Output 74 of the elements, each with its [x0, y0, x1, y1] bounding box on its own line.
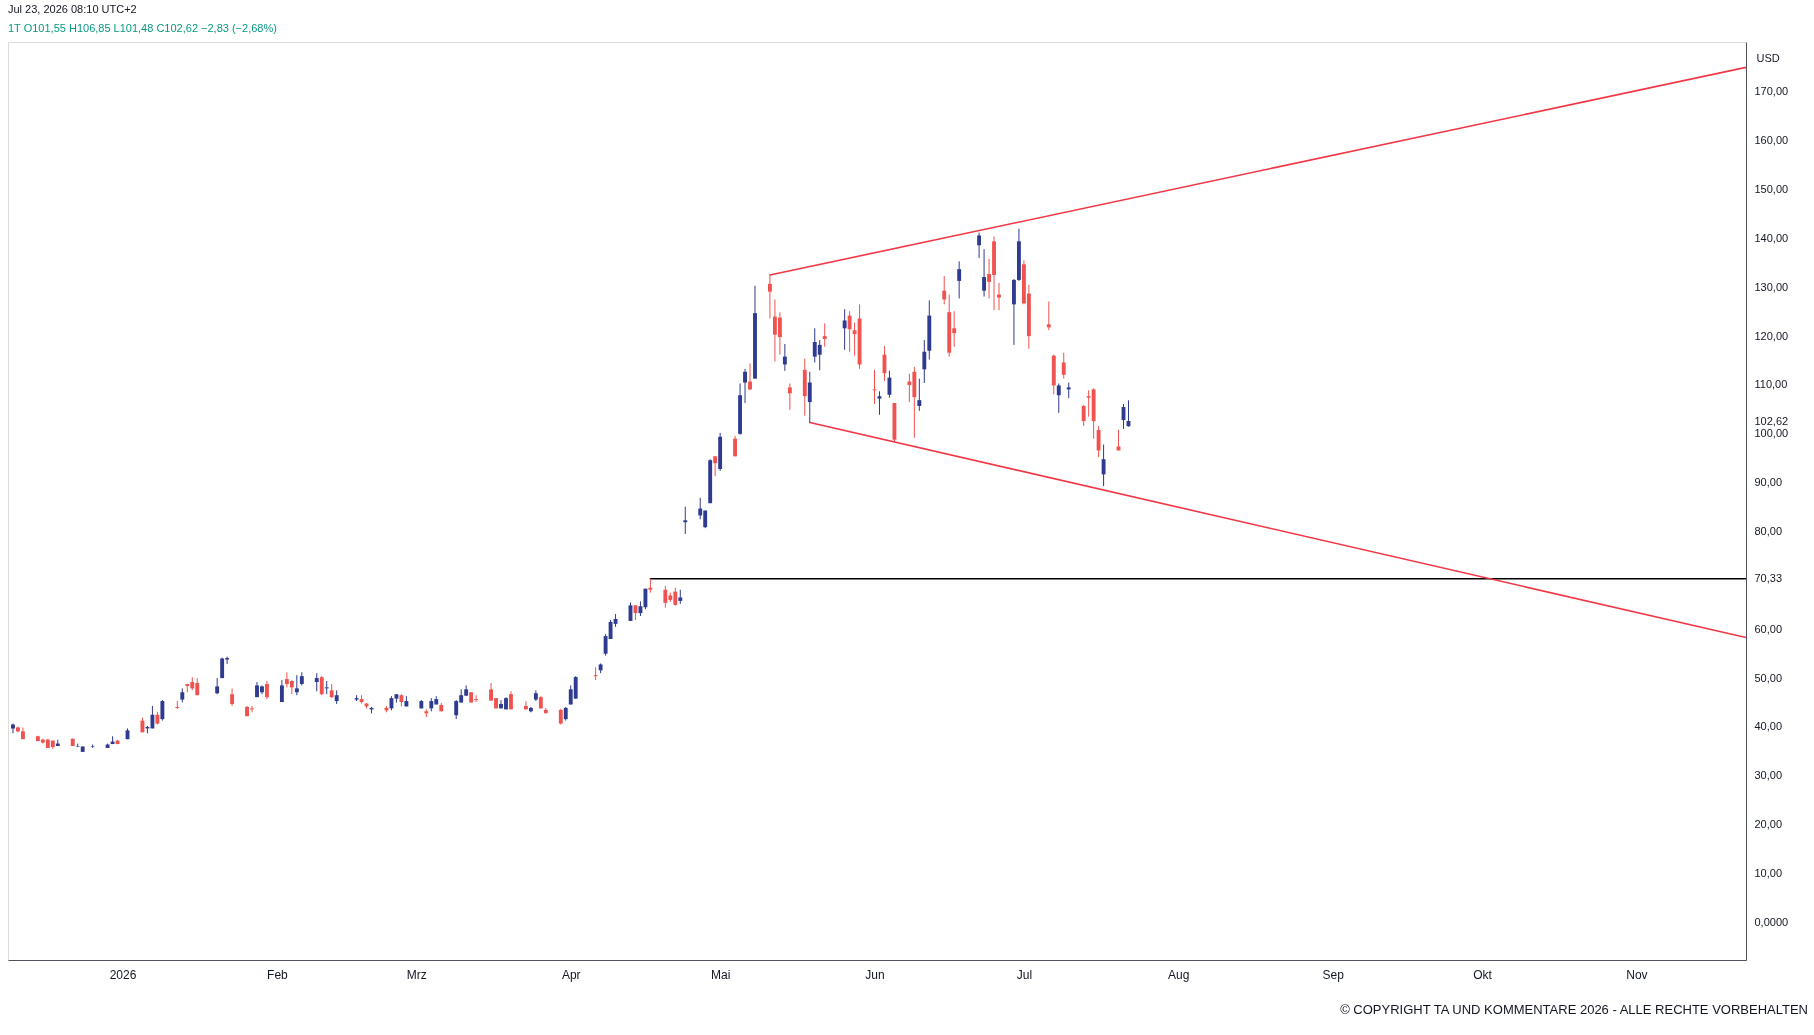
candlestick — [1101, 444, 1106, 487]
y-tick-label: 80,00 — [1754, 525, 1783, 538]
candlestick — [842, 308, 847, 351]
candlestick — [593, 666, 598, 681]
text: © COPYRIGHT TA UND KOMMENTARE 2026 - ALLE RECHTE VORBEHALTEN — [1340, 1002, 1808, 1017]
y-tick-label: 120,00 — [1754, 329, 1789, 342]
candlestick — [294, 674, 299, 696]
candlestick — [265, 680, 269, 700]
chart-subtitle: 1T O101,55 H106,85 L101,48 C102,62 −2,83 (−2,68%) — [8, 22, 277, 34]
x-tick-label: 2026 — [109, 967, 137, 982]
candlestick — [877, 390, 882, 416]
candlestick — [573, 675, 578, 700]
x-tick-label: Apr — [561, 967, 581, 982]
candlestick — [822, 322, 827, 348]
y-tick-label: 100,00 — [1754, 427, 1789, 440]
candlestick — [748, 362, 752, 391]
y-tick-label: 10,00 — [1754, 867, 1783, 880]
y-axis-title: USD — [1756, 51, 1780, 64]
candlestick — [977, 232, 982, 259]
x-tick-label: Okt — [1473, 967, 1493, 982]
candlestick — [997, 282, 1001, 311]
candlestick — [922, 339, 927, 384]
y-tick-label: 30,00 — [1754, 769, 1783, 782]
x-tick-label: Mrz — [406, 967, 427, 982]
candlestick — [160, 699, 165, 722]
y-tick-label: 40,00 — [1754, 720, 1783, 733]
candlestick — [817, 339, 822, 371]
candlestick — [907, 373, 912, 403]
x-tick-label: Aug — [1168, 967, 1190, 982]
y-tick-label: 0,0000 — [1754, 915, 1789, 928]
y-tick-label: 170,00 — [1754, 85, 1789, 98]
candlestick — [807, 371, 812, 424]
candlestick — [767, 274, 772, 320]
x-tick-label: Nov — [1626, 967, 1648, 982]
y-tick-label: 102,62 — [1754, 414, 1789, 427]
x-tick-label: Jul — [1016, 967, 1033, 982]
candlestick — [1046, 300, 1051, 331]
candlestick — [1081, 404, 1086, 427]
candlestick — [777, 311, 782, 356]
y-tick-label: 50,00 — [1754, 671, 1783, 684]
y-tick-label: 60,00 — [1754, 622, 1783, 635]
y-tick-label: 130,00 — [1754, 280, 1789, 293]
x-tick-label: Mai — [710, 967, 731, 982]
candlestick — [787, 383, 792, 411]
y-tick-label: 90,00 — [1754, 476, 1783, 489]
candlestick — [1056, 383, 1061, 414]
y-tick-label: 140,00 — [1754, 231, 1789, 244]
candlestick — [847, 310, 852, 353]
candlestick — [523, 700, 528, 710]
candlestick — [454, 699, 459, 720]
candlestick — [982, 248, 987, 298]
candlestick — [1061, 352, 1066, 380]
candlestick — [917, 378, 922, 412]
candlestick — [663, 585, 668, 609]
candlestick — [743, 368, 747, 404]
candlestick — [683, 506, 688, 535]
candlestick — [782, 343, 787, 372]
candlestick — [1096, 425, 1101, 458]
y-tick-label: 20,00 — [1754, 818, 1783, 831]
y-tick-label: 160,00 — [1754, 134, 1789, 147]
y-tick-label: 70,33 — [1754, 572, 1783, 585]
candlestick — [289, 679, 294, 695]
candlestick — [957, 260, 962, 299]
x-tick-label: Sep — [1322, 967, 1345, 982]
candlestick — [314, 672, 319, 692]
x-tick-label: Jun — [865, 967, 885, 982]
candlestick — [713, 455, 718, 477]
candlestick — [319, 675, 324, 696]
chart-title: Jul 23, 2026 08:10 UTC+2 — [8, 3, 137, 15]
y-tick-label: 150,00 — [1754, 183, 1789, 196]
y-tick-label: 110,00 — [1754, 378, 1788, 391]
candlestick — [324, 680, 329, 695]
x-tick-label: Feb — [267, 967, 289, 982]
candlestick — [942, 275, 947, 305]
